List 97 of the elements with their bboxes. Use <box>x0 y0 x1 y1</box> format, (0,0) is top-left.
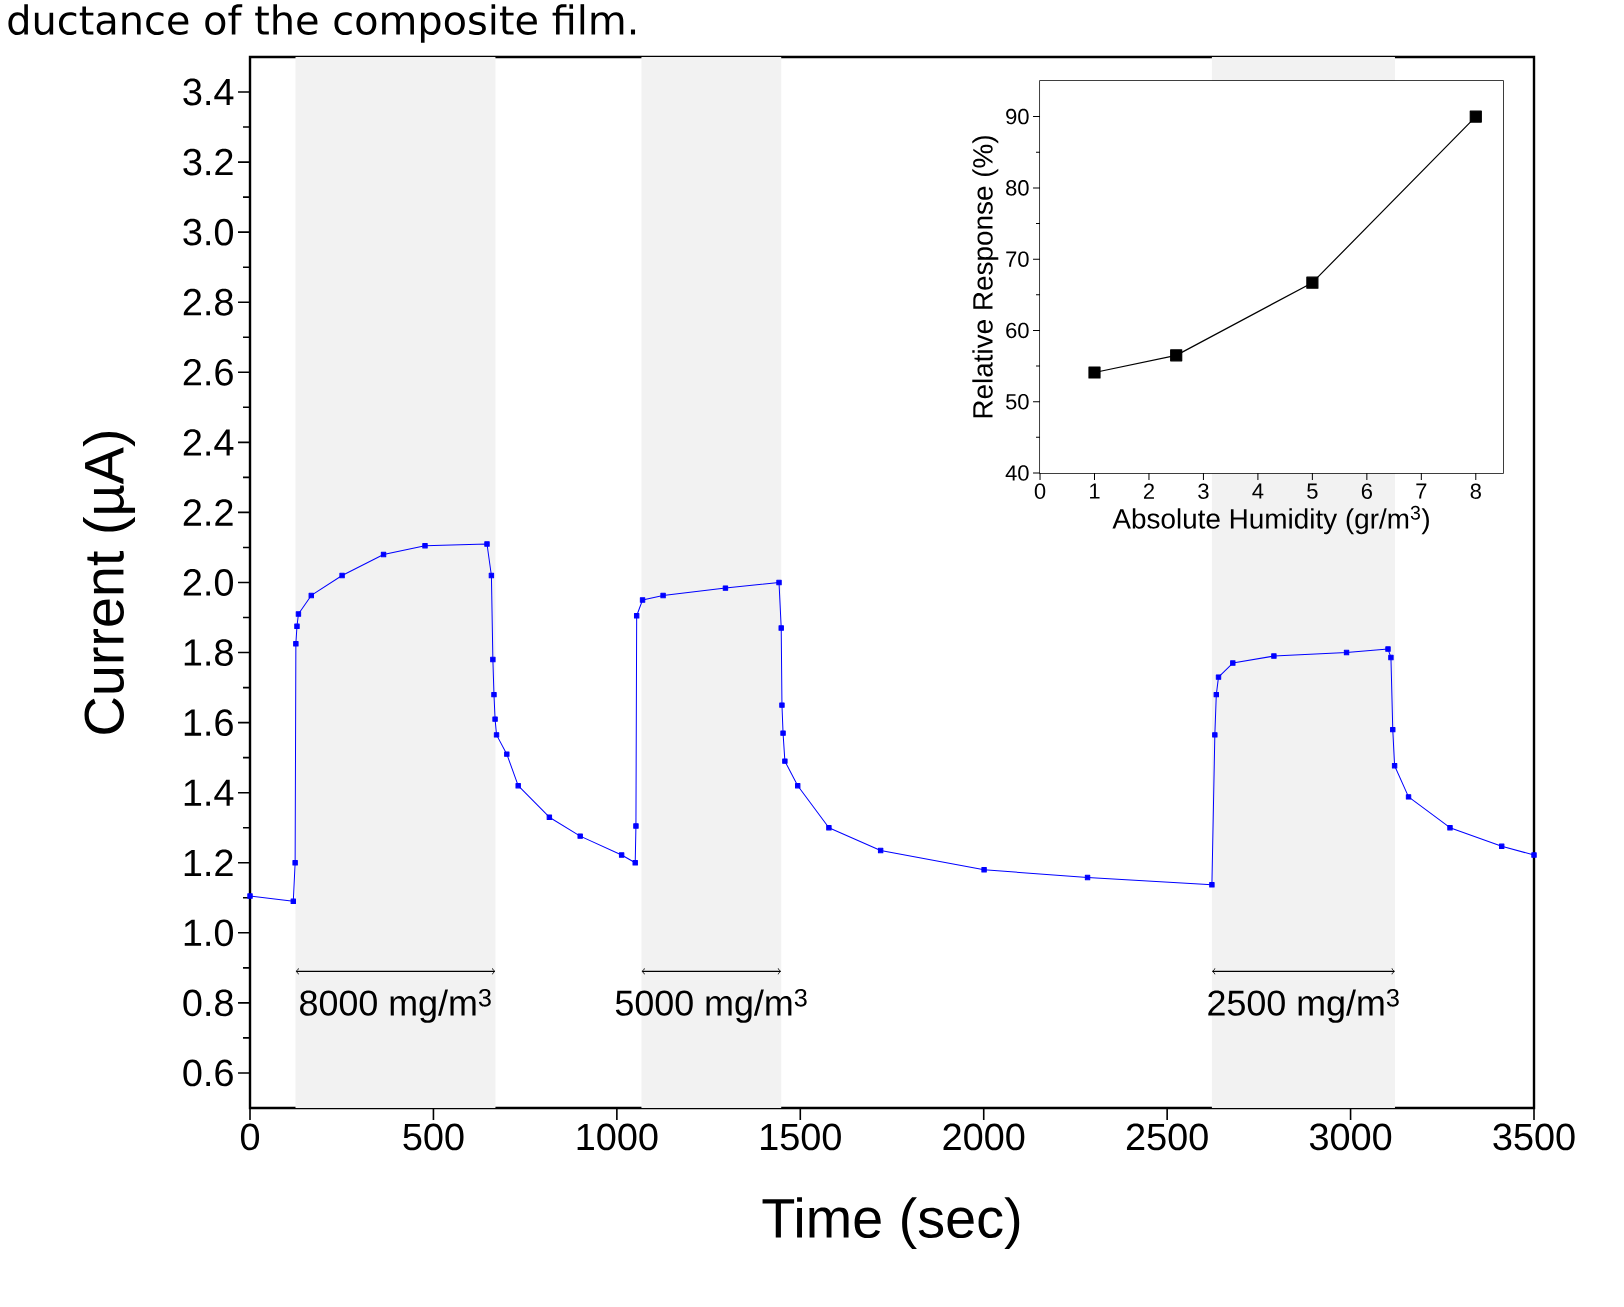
x-tick-label: 2500 <box>1126 1123 1208 1151</box>
y-tick-label: 90 <box>1006 108 1029 125</box>
y-tick-label: 50 <box>1006 393 1029 410</box>
point <box>780 730 786 736</box>
point <box>247 893 253 899</box>
y-tick-label: 0.6 <box>183 1059 233 1087</box>
y-axis-title: Current (µA) <box>83 432 136 734</box>
point <box>1447 825 1453 831</box>
point <box>633 613 640 619</box>
y-tick-label: 1.0 <box>184 919 234 947</box>
point <box>632 860 638 866</box>
x-tick-label: 1 <box>1090 483 1100 499</box>
y-axis-title: Relative Response (%) <box>972 136 999 418</box>
point <box>492 716 498 722</box>
point <box>295 611 302 617</box>
point <box>1271 653 1277 659</box>
point <box>308 592 314 599</box>
point <box>1391 763 1398 769</box>
y-tick-label: 2.4 <box>183 429 234 456</box>
point <box>1405 794 1412 800</box>
x-tick-label: 2000 <box>943 1123 1025 1151</box>
point <box>491 691 497 698</box>
point <box>778 625 784 631</box>
point <box>618 852 625 858</box>
point <box>293 641 299 647</box>
x-axis-title: Absolute Humidity (gr/m$^{3}$) <box>1112 505 1429 535</box>
point <box>292 860 298 866</box>
point <box>515 782 521 789</box>
point <box>1306 276 1319 289</box>
point <box>490 656 496 663</box>
point <box>1385 646 1391 652</box>
x-axis-title: Time (sec) <box>762 1197 1020 1250</box>
point <box>981 867 987 873</box>
y-tick-label: 80 <box>1006 180 1029 196</box>
x-tick-label: 3 <box>1198 483 1209 500</box>
point <box>577 833 583 839</box>
point <box>1213 691 1220 698</box>
y-tick-label: 2.0 <box>183 569 234 596</box>
x-tick-label: 0 <box>1034 483 1046 500</box>
point <box>1088 366 1101 379</box>
point <box>1531 852 1537 858</box>
band-label: 5000 mg/m$^{3}$ <box>615 988 807 1023</box>
point <box>504 751 510 757</box>
band-label: 8000 mg/m$^{3}$ <box>300 988 491 1023</box>
x-tick-label: 2 <box>1143 483 1154 499</box>
point <box>1499 843 1505 849</box>
point <box>1170 349 1183 362</box>
point <box>1215 674 1222 680</box>
y-tick-label: 1.4 <box>184 779 234 806</box>
point <box>1209 882 1215 888</box>
y-tick-label: 2.8 <box>183 288 233 316</box>
point <box>660 592 666 599</box>
x-tick-label: 0 <box>240 1123 260 1151</box>
point <box>422 543 428 549</box>
y-tick-label: 60 <box>1006 322 1029 339</box>
point <box>782 758 788 764</box>
x-tick-label: 1000 <box>577 1123 658 1151</box>
y-tick-label: 2.2 <box>183 499 233 526</box>
point <box>795 782 801 789</box>
point <box>779 702 785 708</box>
x-tick-label: 3500 <box>1493 1123 1575 1151</box>
point <box>294 623 300 629</box>
point <box>1469 110 1482 123</box>
y-tick-label: 40 <box>1005 465 1029 481</box>
x-tick-label: 5 <box>1307 483 1318 499</box>
y-tick-label: 2.6 <box>183 358 233 386</box>
y-tick-label: 1.8 <box>184 639 233 666</box>
point <box>639 597 646 603</box>
point <box>546 814 553 820</box>
y-tick-label: 3.0 <box>183 218 234 246</box>
x-tick-label: 3000 <box>1309 1123 1392 1151</box>
point <box>826 825 832 831</box>
point <box>290 898 296 904</box>
y-tick-label: 70 <box>1006 251 1029 267</box>
band-label: 2500 mg/m$^{3}$ <box>1208 988 1399 1023</box>
x-tick-label: 1500 <box>761 1123 841 1151</box>
point <box>1212 732 1218 738</box>
x-tick-label: 7 <box>1416 483 1427 499</box>
y-tick-label: 0.8 <box>183 989 233 1017</box>
x-tick-label: 4 <box>1252 483 1264 499</box>
y-tick-label: 3.2 <box>183 148 233 176</box>
y-tick-label: 1.6 <box>184 709 233 737</box>
x-tick-label: 500 <box>403 1123 464 1151</box>
text: ductance of the composite film. <box>8 4 636 43</box>
point <box>633 823 639 829</box>
point <box>1230 660 1236 666</box>
x-tick-label: 8 <box>1470 483 1481 500</box>
point <box>776 579 782 586</box>
point <box>484 541 490 547</box>
point <box>1390 726 1396 733</box>
x-tick-label: 6 <box>1361 483 1372 500</box>
point <box>1388 654 1394 661</box>
y-tick-label: 3.4 <box>183 78 234 106</box>
point <box>493 732 500 738</box>
point <box>339 572 345 579</box>
point <box>722 585 729 591</box>
y-tick-label: 1.2 <box>184 849 233 876</box>
